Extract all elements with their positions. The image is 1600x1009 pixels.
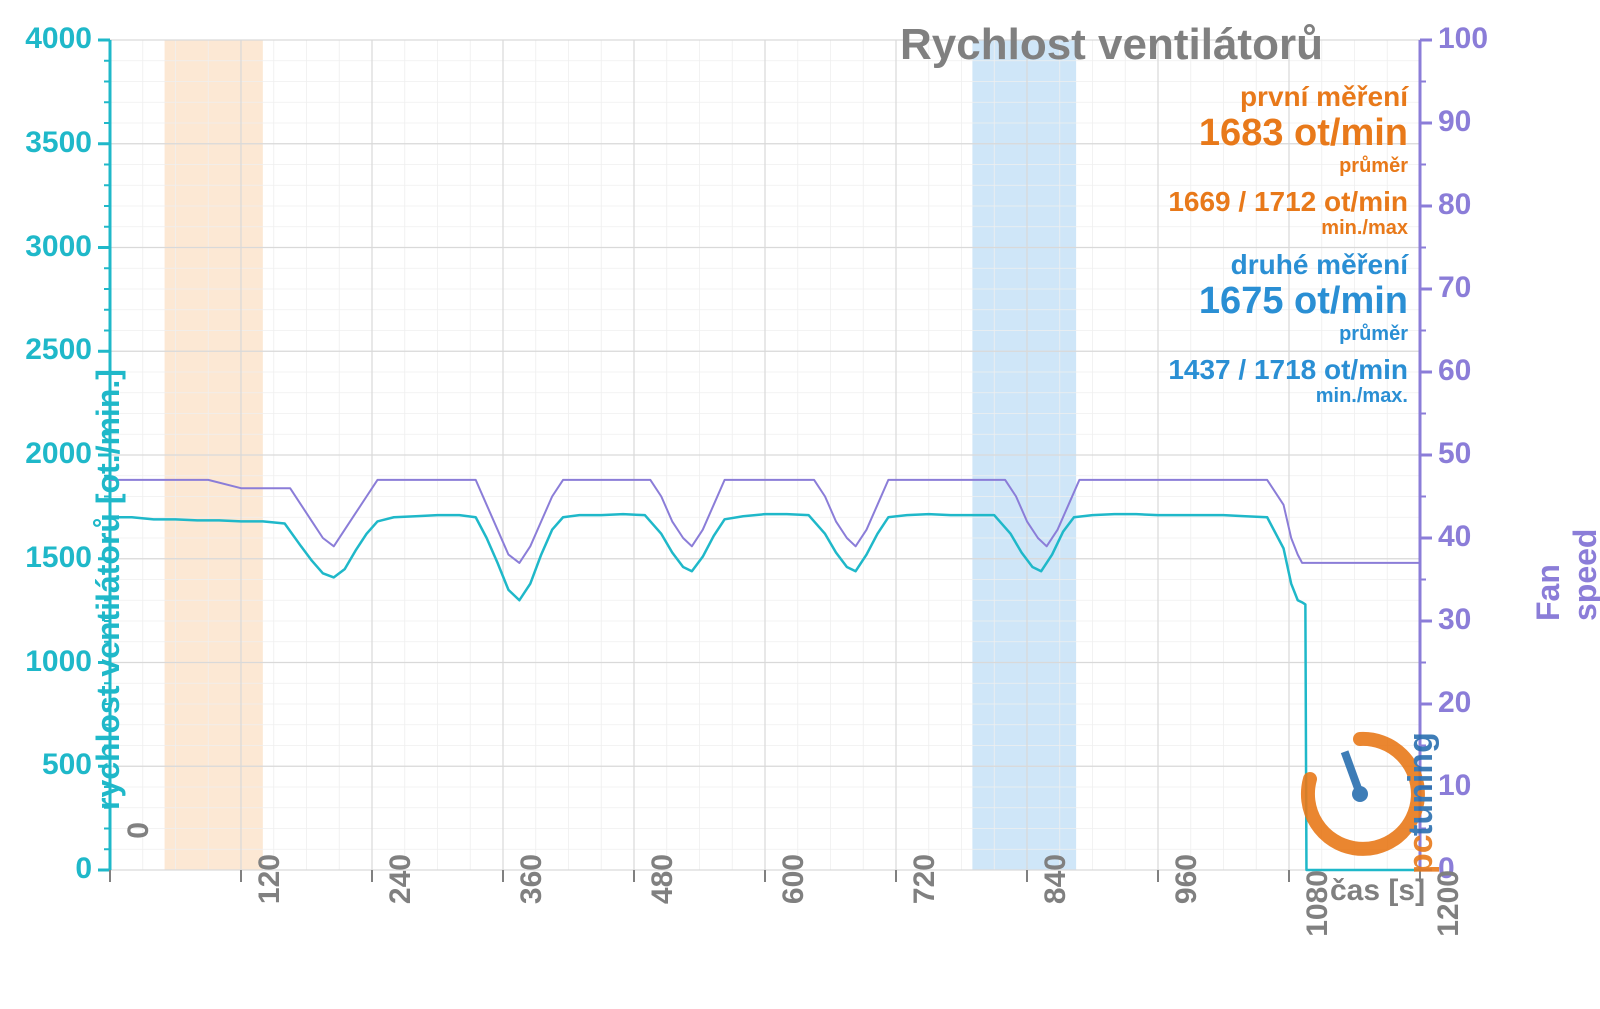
y-right-tick: 100 bbox=[1438, 22, 1488, 56]
info-value-sub: průměr bbox=[1168, 323, 1408, 345]
y-left-tick: 1500 bbox=[25, 541, 92, 575]
x-axis-label: čas [s] bbox=[1330, 874, 1425, 908]
y-right-tick: 10 bbox=[1438, 769, 1471, 803]
y-left-tick: 3000 bbox=[25, 230, 92, 264]
y-right-tick: 70 bbox=[1438, 271, 1471, 305]
info-value: 1675 ot/min bbox=[1168, 281, 1408, 323]
x-tick: 1200 bbox=[1432, 870, 1466, 950]
x-tick: 240 bbox=[384, 854, 418, 934]
info-heading: první měření bbox=[1168, 82, 1408, 113]
fan-speed-chart: Rychlost ventilátorů rychlost ventilátor… bbox=[0, 0, 1600, 1009]
svg-text:pc: pc bbox=[1402, 834, 1440, 874]
chart-title: Rychlost ventilátorů bbox=[900, 20, 1323, 70]
y-left-tick: 1000 bbox=[25, 645, 92, 679]
y-right-tick: 90 bbox=[1438, 105, 1471, 139]
y-right-tick: 40 bbox=[1438, 520, 1471, 554]
y-left-tick: 3500 bbox=[25, 126, 92, 160]
y-left-tick: 2500 bbox=[25, 333, 92, 367]
x-tick: 720 bbox=[908, 854, 942, 934]
y-right-axis-label: Fan speed [%] bbox=[1530, 529, 1600, 621]
y-left-tick: 2000 bbox=[25, 437, 92, 471]
info-range-sub: min./max. bbox=[1168, 385, 1408, 407]
info-value: 1683 ot/min bbox=[1168, 113, 1408, 155]
info-heading: druhé měření bbox=[1168, 250, 1408, 281]
y-left-axis-label: rychlost ventilátorů [ot./min.] bbox=[90, 369, 127, 810]
x-tick: 480 bbox=[646, 854, 680, 934]
x-tick: 0 bbox=[122, 822, 156, 902]
x-tick: 960 bbox=[1170, 854, 1204, 934]
x-tick: 360 bbox=[515, 854, 549, 934]
x-tick: 840 bbox=[1039, 854, 1073, 934]
y-left-tick: 4000 bbox=[25, 22, 92, 56]
x-tick: 600 bbox=[777, 854, 811, 934]
y-right-tick: 30 bbox=[1438, 603, 1471, 637]
x-tick: 1080 bbox=[1301, 870, 1335, 950]
y-right-tick: 60 bbox=[1438, 354, 1471, 388]
x-tick: 120 bbox=[253, 854, 287, 934]
y-right-tick: 50 bbox=[1438, 437, 1471, 471]
info-range: 1437 / 1718 ot/min bbox=[1168, 355, 1408, 386]
pctuning-logo: pc tuning bbox=[1280, 719, 1440, 879]
info-range-sub: min./max bbox=[1168, 217, 1408, 239]
measurement-info: první měření1683 ot/minprůměr 1669 / 1712… bbox=[1168, 82, 1408, 239]
y-right-tick: 20 bbox=[1438, 686, 1471, 720]
info-range: 1669 / 1712 ot/min bbox=[1168, 187, 1408, 218]
y-left-tick: 500 bbox=[42, 748, 92, 782]
info-value-sub: průměr bbox=[1168, 155, 1408, 177]
svg-text:tuning: tuning bbox=[1402, 732, 1440, 836]
y-left-tick: 0 bbox=[75, 852, 92, 886]
measurement-info: druhé měření1675 ot/minprůměr 1437 / 1718… bbox=[1168, 250, 1408, 407]
y-right-tick: 80 bbox=[1438, 188, 1471, 222]
